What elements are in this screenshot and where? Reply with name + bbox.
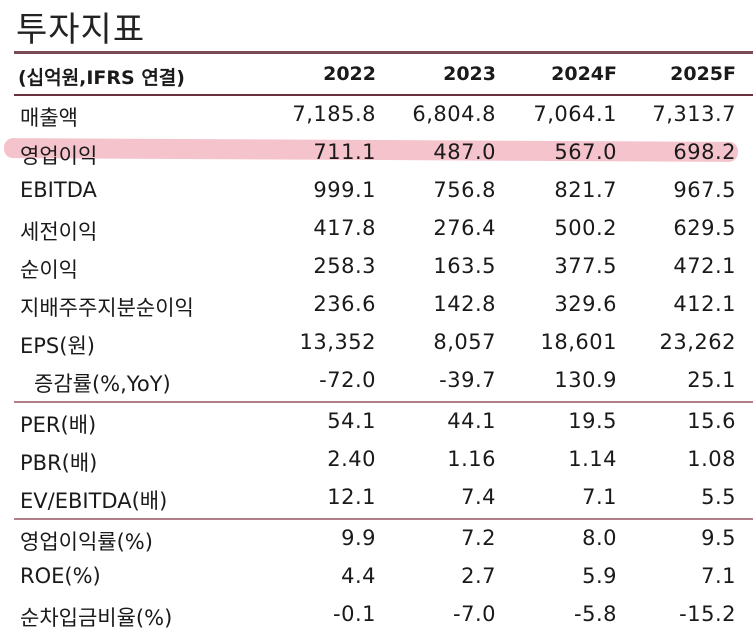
cell: 329.6 [554,292,617,316]
cell: 999.1 [313,178,376,202]
cell: 142.8 [433,292,496,316]
cell: 698.2 [673,140,736,164]
cell: 15.6 [687,409,736,433]
cell: 1.14 [568,447,617,471]
table-row: EBITDA 999.1 756.8 821.7 967.5 [14,172,753,210]
section-divider [14,401,753,403]
cell: -5.8 [574,602,617,626]
cell: 412.1 [673,292,736,316]
cell: 8,057 [433,330,496,354]
year-2023: 2023 [443,63,496,85]
header-rule [14,94,753,96]
cell: 130.9 [554,368,617,392]
cell: 629.5 [673,216,736,240]
cell: -15.2 [679,602,736,626]
row-label: 증감률(%,YoY) [34,372,171,396]
cell: 711.1 [313,140,376,164]
row-label: 순이익 [20,258,78,282]
year-2025f: 2025F [670,63,736,85]
cell: 7,185.8 [292,102,376,126]
cell: 417.8 [313,216,376,240]
table-row: EPS(원) 13,352 8,057 18,601 23,262 [14,324,753,362]
cell: 9.5 [701,526,736,550]
year-2024f: 2024F [551,63,617,85]
table-row: 매출액 7,185.8 6,804.8 7,064.1 7,313.7 [14,96,753,134]
cell: 821.7 [554,178,617,202]
cell: 13,352 [299,330,376,354]
cell: 12.1 [327,485,376,509]
cell: 163.5 [433,254,496,278]
table-row: PBR(배) 2.40 1.16 1.14 1.08 [14,441,753,479]
cell: 18,601 [540,330,617,354]
table-row: 지배주주지분순이익 236.6 142.8 329.6 412.1 [14,286,753,324]
row-label: PBR(배) [20,451,98,475]
cell: 4.4 [341,564,376,588]
cell: -7.0 [453,602,496,626]
cell: 25.1 [687,368,736,392]
cell: 2.40 [327,447,376,471]
cell: 7.2 [461,526,496,550]
cell: 567.0 [554,140,617,164]
table-row: 영업이익률(%) 9.9 7.2 8.0 9.5 [14,520,753,558]
cell: 258.3 [313,254,376,278]
table-row: 세전이익 417.8 276.4 500.2 629.5 [14,210,753,248]
section-divider [14,518,753,520]
row-label: 세전이익 [20,220,98,244]
cell: 756.8 [433,178,496,202]
cell: 7,064.1 [533,102,617,126]
cell: 276.4 [433,216,496,240]
row-label: 영업이익률(%) [20,530,153,554]
cell: 1.08 [687,447,736,471]
cell: 5.5 [701,485,736,509]
cell: 500.2 [554,216,617,240]
year-2022: 2022 [323,63,376,85]
cell: 1.16 [447,447,496,471]
table-header: (십억원,IFRS 연결) 2022 2023 2024F 2025F [14,56,753,94]
table-row: 영업이익 711.1 487.0 567.0 698.2 [14,134,753,172]
cell: 44.1 [447,409,496,433]
row-label: 영업이익 [20,144,98,168]
row-label: EV/EBITDA(배) [20,489,168,513]
row-label: EPS(원) [20,334,95,358]
cell: 23,262 [659,330,736,354]
page-title: 투자지표 [16,10,146,50]
table-row: 순차입금비율(%) -0.1 -7.0 -5.8 -15.2 [14,596,753,634]
cell: 487.0 [433,140,496,164]
unit-label: (십억원,IFRS 연결) [18,67,185,89]
cell: 472.1 [673,254,736,278]
row-label: 매출액 [20,106,78,130]
row-label: ROE(%) [20,564,101,588]
row-label: 순차입금비율(%) [20,606,173,630]
cell: 54.1 [327,409,376,433]
cell: 7,313.7 [652,102,736,126]
cell: 7.4 [461,485,496,509]
cell: -72.0 [319,368,376,392]
cell: 2.7 [461,564,496,588]
row-label: 지배주주지분순이익 [20,296,194,320]
table-row: 순이익 258.3 163.5 377.5 472.1 [14,248,753,286]
table-row: PER(배) 54.1 44.1 19.5 15.6 [14,403,753,441]
cell: 7.1 [701,564,736,588]
row-label: EBITDA [20,178,97,202]
cell: 8.0 [582,526,617,550]
cell: 236.6 [313,292,376,316]
cell: -0.1 [333,602,376,626]
top-rule [14,51,753,54]
cell: 377.5 [554,254,617,278]
cell: 967.5 [673,178,736,202]
table-row: EV/EBITDA(배) 12.1 7.4 7.1 5.5 [14,479,753,517]
cell: 9.9 [341,526,376,550]
cell: -39.7 [439,368,496,392]
table-row: ROE(%) 4.4 2.7 5.9 7.1 [14,558,753,596]
row-label: PER(배) [20,413,97,437]
table-row: 증감률(%,YoY) -72.0 -39.7 130.9 25.1 [14,362,753,400]
cell: 6,804.8 [412,102,496,126]
cell: 5.9 [582,564,617,588]
cell: 19.5 [568,409,617,433]
cell: 7.1 [582,485,617,509]
